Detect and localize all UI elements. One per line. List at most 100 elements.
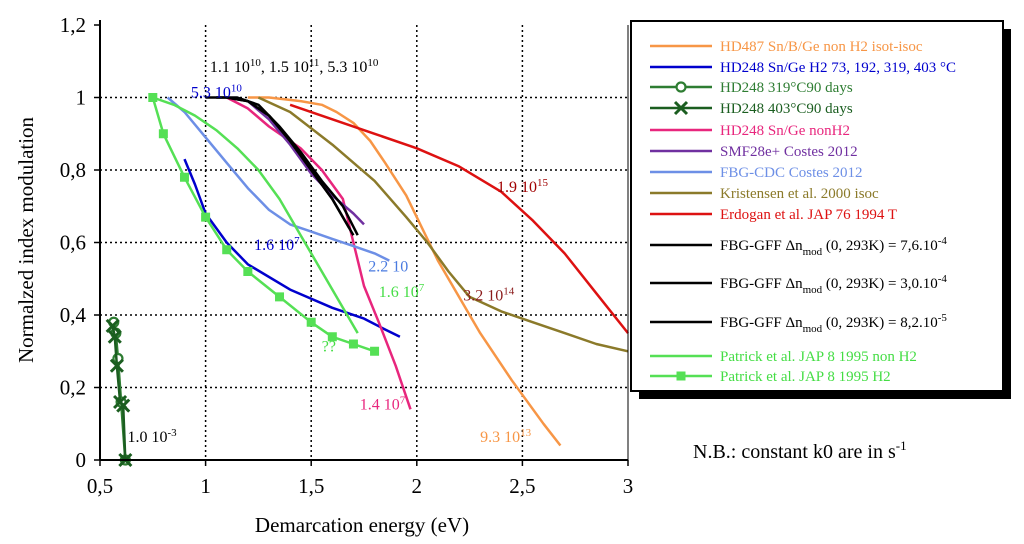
point-marker bbox=[109, 358, 124, 373]
legend-label: SMF28e+ Costes 2012 bbox=[720, 144, 858, 160]
legend-entry-black2: FBG-GFF Δnmod (0, 293K) = 3,0.10-4 bbox=[650, 273, 947, 296]
point-marker bbox=[105, 318, 120, 333]
y-tick-label: 1 bbox=[76, 86, 87, 110]
x-axis-label: Demarcation energy (eV) bbox=[255, 513, 469, 537]
annotation-label: 5.3 1010 bbox=[191, 83, 243, 102]
legend-entry-black1: FBG-GFF Δnmod (0, 293K) = 7,6.10-4 bbox=[650, 235, 947, 258]
point-marker bbox=[306, 317, 316, 327]
legend-label: Patrick et al. JAP 8 1995 non H2 bbox=[720, 349, 917, 365]
legend-entry-pink: HD248 Sn/Ge nonH2 bbox=[650, 123, 850, 139]
point-marker bbox=[201, 212, 211, 222]
note: N.B.: constant k0 are in s-1 bbox=[693, 438, 907, 463]
series-line bbox=[226, 96, 351, 229]
y-tick-label: 0,2 bbox=[60, 376, 86, 400]
point-marker bbox=[675, 81, 687, 93]
legend-label: FBG-GFF Δnmod (0, 293K) = 3,0.10-4 bbox=[720, 273, 947, 296]
point-marker bbox=[370, 346, 380, 356]
annotation-label: 1.1 1010, 1.5 1011, 5.3 1010 bbox=[210, 57, 379, 76]
x-tick-label: 0,5 bbox=[87, 474, 113, 498]
y-tick-label: 0,4 bbox=[60, 303, 87, 327]
series-line bbox=[216, 96, 359, 236]
legend-label: HD248 Sn/Ge H2 73, 192, 319, 403 °C bbox=[720, 60, 956, 76]
note-text: N.B.: constant k0 are in s-1 bbox=[693, 438, 907, 463]
legend-entry-orange: HD487 Sn/B/Ge non H2 isot-isoc bbox=[650, 39, 923, 55]
series-line bbox=[166, 96, 390, 262]
point-marker bbox=[676, 371, 686, 381]
y-tick-label: 0 bbox=[76, 448, 87, 472]
series-line bbox=[257, 96, 629, 353]
legend-entry-lightblue: FBG-CDC Costes 2012 bbox=[650, 165, 863, 181]
annotations: 1.1 1010, 1.5 1011, 5.3 1010 5.3 1010 1.9 … bbox=[127, 57, 548, 446]
legend-label: HD248 403°C90 days bbox=[720, 101, 853, 117]
legend-entry-blue: HD248 Sn/Ge H2 73, 192, 319, 403 °C bbox=[650, 60, 956, 76]
annotation-label: 1.0 10-3 bbox=[127, 427, 177, 446]
series-line bbox=[226, 96, 412, 410]
annotation-label: 1.6 107 bbox=[254, 235, 300, 254]
legend-label: FBG-GFF Δnmod (0, 293K) = 8,2.10-5 bbox=[720, 312, 947, 335]
series-5 bbox=[246, 100, 365, 226]
legend-entry-olive: Kristensen et al. 2000 isoc bbox=[650, 186, 879, 202]
series-3 bbox=[105, 318, 133, 468]
point-marker bbox=[179, 172, 189, 182]
legend-box bbox=[630, 20, 1004, 392]
legend-entry-lightgreen-sq: Patrick et al. JAP 8 1995 H2 bbox=[650, 369, 891, 385]
point-marker bbox=[148, 93, 158, 102]
series-11 bbox=[226, 96, 351, 229]
y-tick-label: 0,6 bbox=[60, 231, 86, 255]
annotation-label: 1.4 107 bbox=[360, 394, 406, 413]
point-marker bbox=[327, 332, 337, 342]
point-marker bbox=[116, 398, 131, 413]
y-tick-label: 1,2 bbox=[60, 13, 86, 37]
series-7 bbox=[257, 96, 629, 353]
legend-label: HD248 319°C90 days bbox=[720, 80, 853, 96]
point-marker bbox=[107, 329, 122, 344]
legend-label: FBG-GFF Δnmod (0, 293K) = 7,6.10-4 bbox=[720, 235, 947, 258]
point-marker bbox=[275, 292, 285, 302]
legend-entry-green-diamond: HD248 319°C90 days bbox=[650, 80, 853, 96]
legend-entry-green-x: HD248 403°C90 days bbox=[650, 100, 853, 117]
y-tick-label: 0,8 bbox=[60, 158, 86, 182]
annotation-label: 9.3 1013 bbox=[480, 427, 532, 446]
grid bbox=[100, 25, 628, 460]
series-line bbox=[247, 96, 562, 447]
annotation-label: 1.9 1015 bbox=[497, 177, 549, 196]
series-0 bbox=[247, 96, 562, 447]
series-line bbox=[246, 100, 365, 226]
x-tick-label: 3 bbox=[623, 474, 634, 498]
legend-label: HD487 Sn/B/Ge non H2 isot-isoc bbox=[720, 39, 923, 55]
legend-label: Kristensen et al. 2000 isoc bbox=[720, 186, 879, 202]
point-marker bbox=[222, 245, 232, 255]
y-axis-label: Normalzed index modulation bbox=[14, 116, 38, 363]
legend-label: Patrick et al. JAP 8 1995 H2 bbox=[720, 369, 891, 385]
axes bbox=[94, 20, 629, 466]
annotation-label: 2.2 10 bbox=[368, 259, 408, 276]
legend: HD487 Sn/B/Ge non H2 isot-isoc HD248 Sn/G… bbox=[630, 20, 1011, 399]
series-line bbox=[183, 158, 401, 338]
series-1 bbox=[183, 158, 401, 338]
legend-entry-lightgreen: Patrick et al. JAP 8 1995 non H2 bbox=[650, 349, 917, 365]
legend-label: FBG-CDC Costes 2012 bbox=[720, 165, 863, 181]
tick-labels: 0,5 1 1,5 2 2,5 3 0 0,2 0,4 0,6 0,8 1 1,2 bbox=[60, 13, 634, 498]
annotation-label: 1.6 107 bbox=[379, 282, 425, 301]
series-6 bbox=[166, 96, 390, 262]
point-marker bbox=[673, 100, 689, 116]
x-tick-label: 2,5 bbox=[509, 474, 535, 498]
series-13 bbox=[148, 93, 380, 356]
legend-entry-black3: FBG-GFF Δnmod (0, 293K) = 8,2.10-5 bbox=[650, 312, 947, 335]
series-12 bbox=[152, 96, 359, 334]
series-line bbox=[289, 103, 629, 334]
x-tick-label: 1,5 bbox=[298, 474, 324, 498]
legend-label: Erdogan et al. JAP 76 1994 T bbox=[720, 207, 897, 223]
x-tick-label: 2 bbox=[412, 474, 423, 498]
point-marker bbox=[243, 267, 253, 276]
x-tick-label: 1 bbox=[200, 474, 211, 498]
point-marker bbox=[348, 339, 358, 349]
series-8 bbox=[289, 103, 629, 334]
series-group bbox=[105, 93, 629, 468]
series-line bbox=[152, 96, 359, 334]
series-line bbox=[151, 97, 376, 353]
series-4 bbox=[226, 96, 412, 410]
annotation-label: ?? bbox=[322, 338, 336, 355]
legend-entry-purple: SMF28e+ Costes 2012 bbox=[650, 144, 858, 160]
